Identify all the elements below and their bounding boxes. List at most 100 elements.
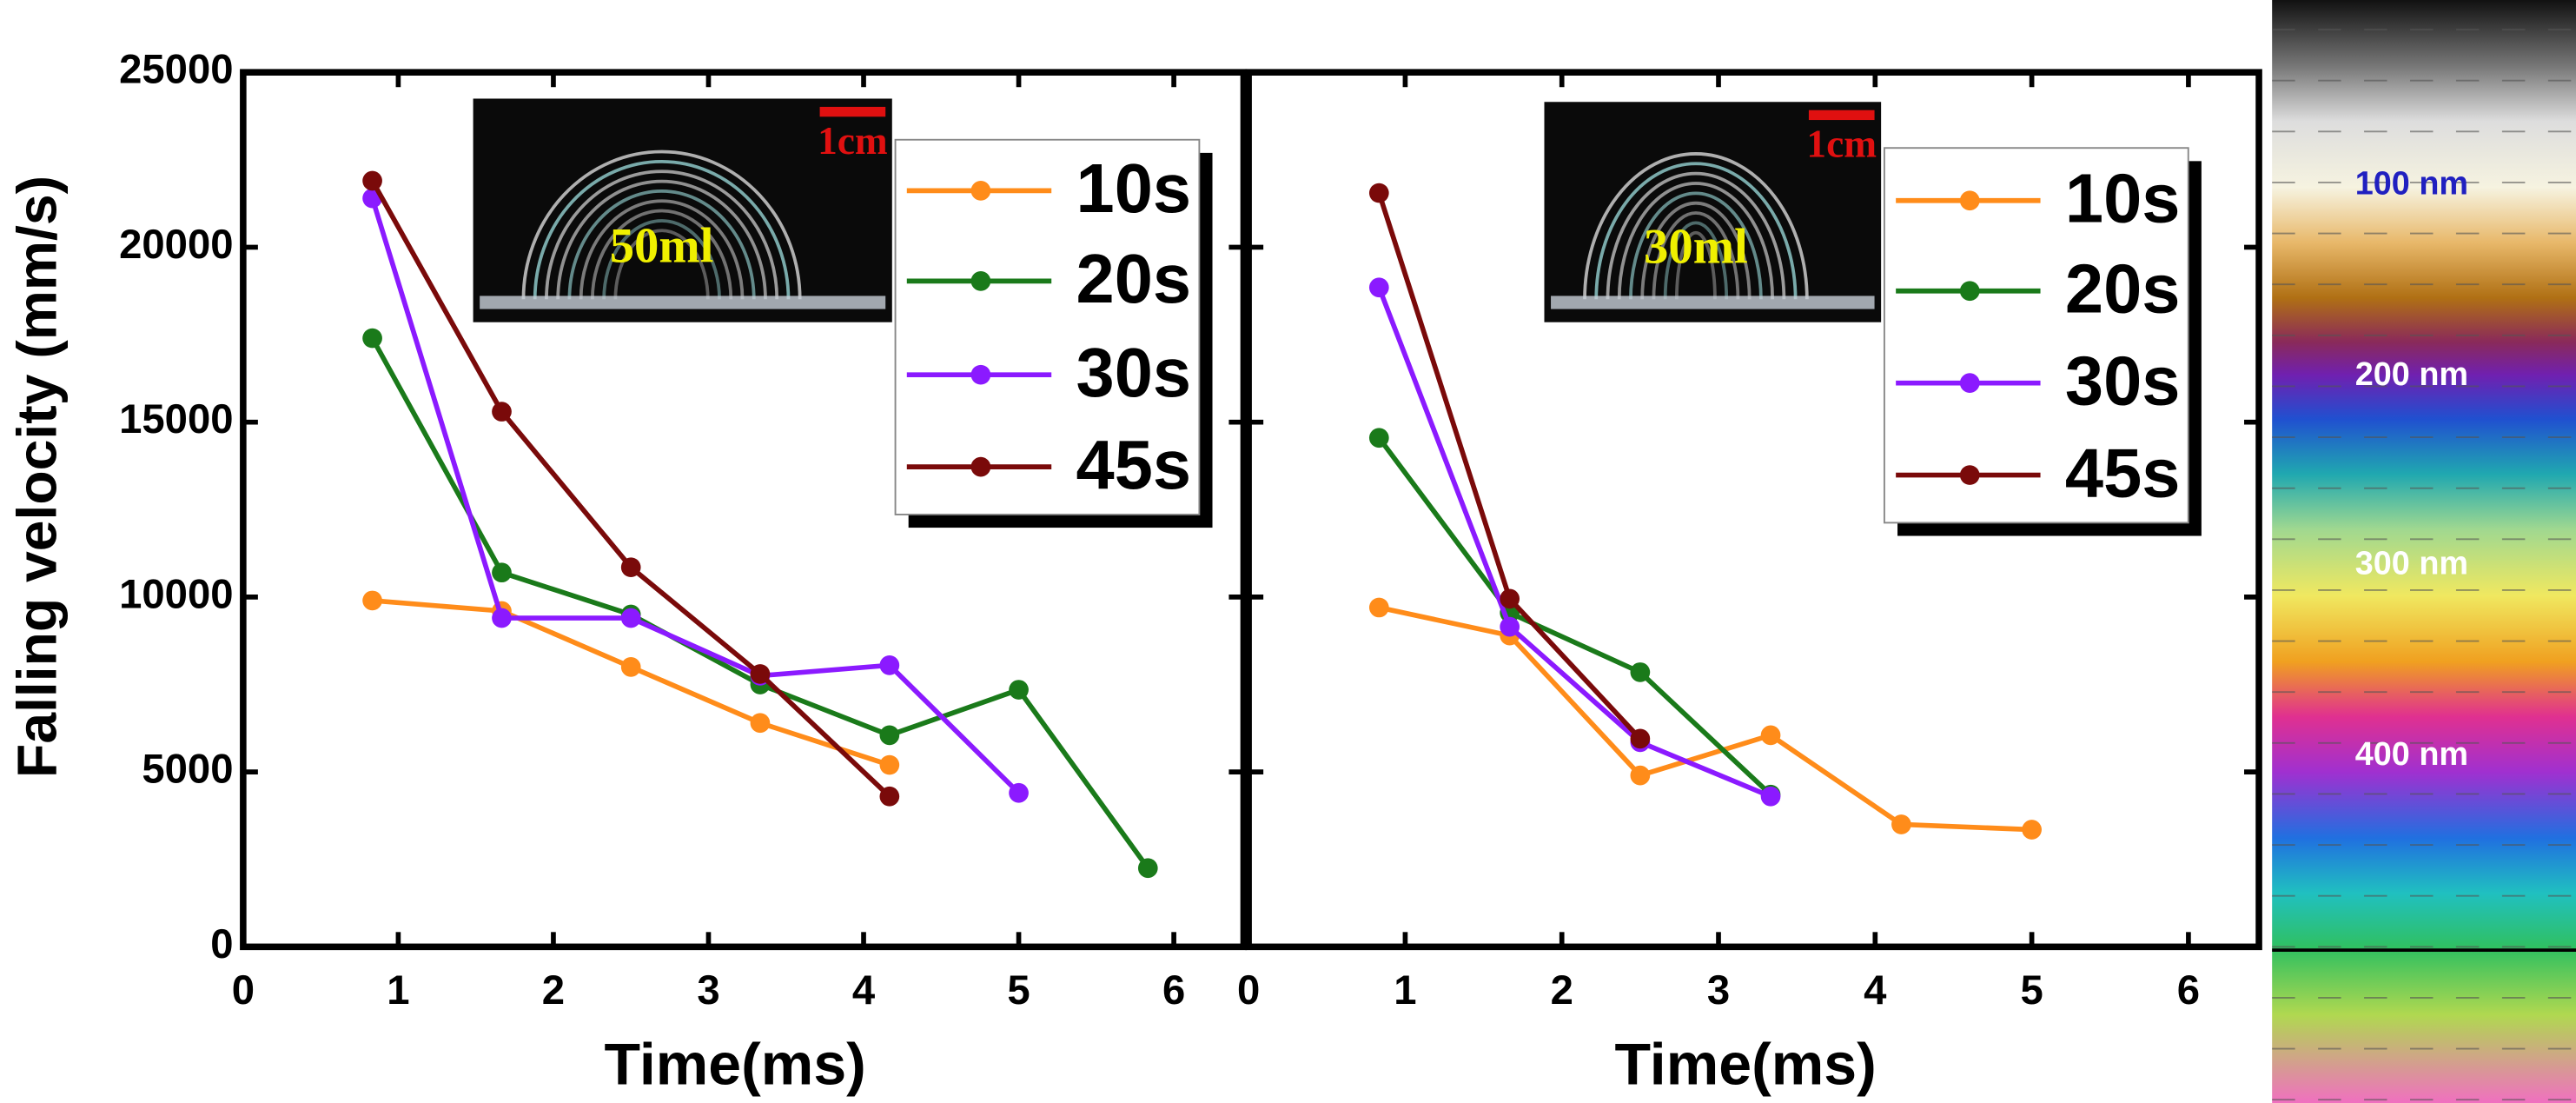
inset-bubble <box>1652 211 1740 300</box>
data-point <box>2022 820 2042 840</box>
x-tick-label: 3 <box>1707 967 1730 1013</box>
inset-bubble <box>1663 221 1729 300</box>
plot-frame <box>240 69 1248 951</box>
x-tick-label: 1 <box>1394 967 1416 1013</box>
data-point <box>1500 616 1520 637</box>
colorbar-label: 200 nm <box>2355 356 2468 393</box>
data-point <box>879 754 900 775</box>
y-axis-label: Falling velocity (mm/s) <box>5 176 68 778</box>
inset-bubble <box>521 150 802 300</box>
plot-frame <box>1245 69 2262 951</box>
legend-label: 10s <box>2065 159 2180 236</box>
inset-bubble <box>533 159 791 300</box>
legend-label: 45s <box>2065 434 2180 511</box>
colorbar-image <box>2272 0 2576 1103</box>
x-tick-label: 3 <box>697 967 719 1013</box>
inset-base <box>1551 296 1875 309</box>
x-tick-label: 5 <box>1007 967 1030 1013</box>
legend-label: 20s <box>2065 250 2180 328</box>
inset-bubble <box>602 218 721 300</box>
scale-label: 1cm <box>1806 123 1877 166</box>
colorbar-label: 300 nm <box>2355 546 2468 582</box>
data-point <box>879 786 900 807</box>
data-point <box>492 402 512 422</box>
y-tick-label: 25000 <box>119 47 233 93</box>
series-line <box>369 197 1021 795</box>
inset-bubble <box>1606 171 1786 300</box>
data-point <box>1137 858 1158 879</box>
volume-label: 30ml <box>1644 220 1748 275</box>
data-point <box>362 328 382 349</box>
inset-bubble <box>1629 191 1763 300</box>
data-point <box>1760 786 1781 807</box>
data-point <box>1630 765 1651 786</box>
data-point <box>362 590 382 611</box>
data-point <box>1500 588 1520 609</box>
y-tick-label: 5000 <box>142 747 233 793</box>
colorbar: 100 nm 200 nm 300 nm 400 nm <box>2272 0 2576 1103</box>
colorbar-label: 100 nm <box>2355 166 2468 203</box>
data-point <box>1368 277 1389 298</box>
inset-bubble <box>556 179 767 300</box>
y-tick-label: 20000 <box>119 222 233 268</box>
legend-marker <box>970 364 991 385</box>
inset-bubble <box>613 229 710 300</box>
x-tick-label: 2 <box>1551 967 1573 1013</box>
inset-bubble <box>1675 230 1717 300</box>
inset-bubble <box>1617 182 1775 300</box>
legend-marker <box>1959 190 1980 211</box>
y-tick-label: 0 <box>210 921 233 967</box>
data-point <box>1368 597 1389 618</box>
series-line <box>1376 286 1772 799</box>
data-point <box>620 657 641 677</box>
x-tick-label: 2 <box>542 967 565 1013</box>
inset-bubble <box>1640 201 1752 300</box>
data-point <box>492 562 512 583</box>
data-point <box>1630 728 1651 749</box>
legend-marker <box>970 456 991 477</box>
x-tick-label: 0 <box>1237 967 1260 1013</box>
inset-photo <box>473 98 892 322</box>
x-axis-label: Time(ms) <box>605 1031 866 1097</box>
data-point <box>879 655 900 675</box>
x-tick-label: 4 <box>852 967 876 1013</box>
legend-label: 20s <box>1076 240 1191 317</box>
legend-marker <box>1959 373 1980 393</box>
x-tick-label: 4 <box>1864 967 1887 1013</box>
volume-label: 50ml <box>610 218 714 273</box>
legend-marker <box>1959 465 1980 485</box>
y-tick-label: 15000 <box>119 396 233 442</box>
inset-bubble <box>579 199 745 300</box>
inset-bubble <box>567 189 756 300</box>
colorbar-label: 400 nm <box>2355 736 2468 773</box>
series-line <box>1378 605 2032 833</box>
x-tick-label: 6 <box>2177 967 2200 1013</box>
x-tick-label: 0 <box>232 967 255 1013</box>
data-point <box>1760 725 1781 746</box>
data-point <box>492 608 512 628</box>
legend-marker <box>970 181 991 201</box>
x-axis-label: Time(ms) <box>1614 1031 1876 1097</box>
x-tick-label: 1 <box>387 967 409 1013</box>
legend-marker <box>970 271 991 291</box>
legend-label: 10s <box>1076 150 1191 227</box>
data-point <box>879 725 900 746</box>
legend-label: 45s <box>1076 426 1191 503</box>
data-point <box>1368 428 1389 449</box>
legend <box>1883 147 2189 524</box>
legend-label: 30s <box>1076 334 1191 411</box>
data-point <box>1891 814 1911 834</box>
inset-bubble <box>1594 162 1798 300</box>
x-tick-label: 6 <box>1162 967 1185 1013</box>
inset-bubble <box>590 209 733 300</box>
x-tick-label: 5 <box>2020 967 2043 1013</box>
data-point <box>750 664 771 684</box>
legend-marker <box>1959 281 1980 302</box>
data-point <box>1009 680 1029 700</box>
data-point <box>1368 183 1389 203</box>
scale-bar <box>1808 110 1875 121</box>
data-point <box>1630 662 1651 682</box>
inset-bubble <box>1583 152 1809 300</box>
data-point <box>750 713 771 734</box>
